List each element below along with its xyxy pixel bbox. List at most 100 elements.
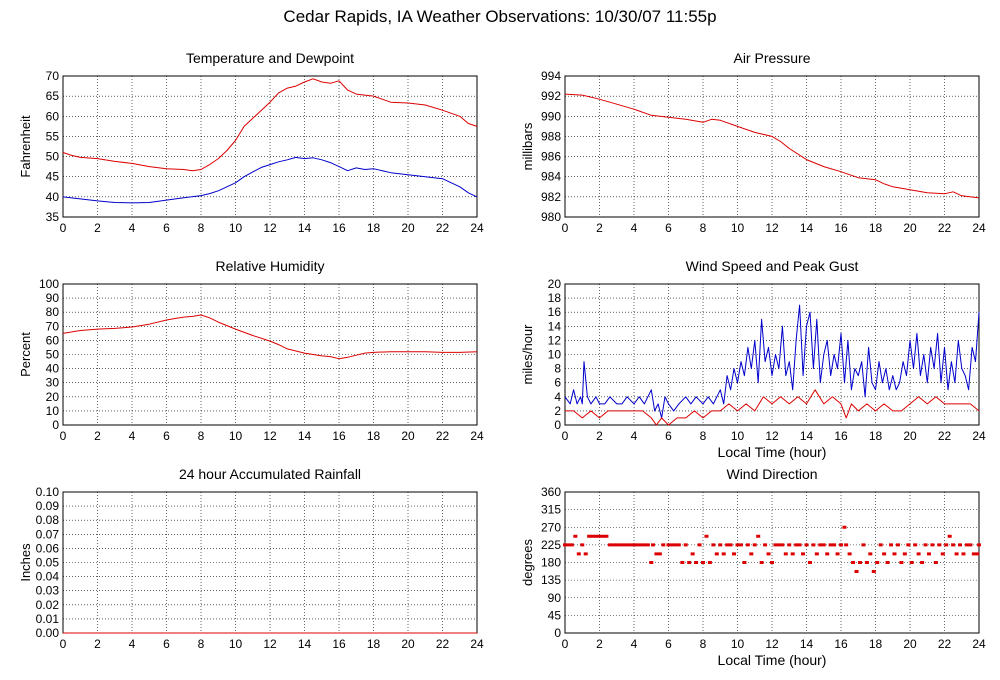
x-tick-label: 10 xyxy=(229,637,243,651)
data-point xyxy=(902,552,907,556)
data-point xyxy=(926,552,931,556)
x-tick-label: 14 xyxy=(800,429,814,443)
y-tick-label: 2 xyxy=(554,404,561,418)
data-point xyxy=(930,543,935,547)
pressure-chart: 0 2 4 6 8 10 12 14 16 18 20 22 249809829849869889909… xyxy=(520,50,986,235)
x-tick-label: 10 xyxy=(731,637,745,651)
data-point xyxy=(906,543,911,547)
x-tick-label: 6 xyxy=(163,637,170,651)
y-tick-label: 100 xyxy=(39,277,59,291)
data-point xyxy=(825,552,830,556)
data-point xyxy=(759,561,764,564)
y-tick-label: 60 xyxy=(46,333,60,347)
data-point xyxy=(576,552,581,556)
x-tick-label: 4 xyxy=(129,429,136,443)
data-point xyxy=(594,534,599,538)
y-tick-label: 6 xyxy=(554,376,561,390)
y-tick-label: 0.07 xyxy=(36,527,60,541)
y-tick-label: 992 xyxy=(541,89,561,103)
y-axis-label: miles/hour xyxy=(520,324,535,385)
data-point xyxy=(752,543,757,547)
data-point xyxy=(807,561,812,564)
x-tick-label: 20 xyxy=(401,429,415,443)
data-point xyxy=(666,543,671,547)
data-point xyxy=(885,561,890,564)
data-point xyxy=(909,561,914,564)
y-tick-label: 60 xyxy=(46,109,60,123)
data-point xyxy=(882,552,887,556)
y-tick-label: 18 xyxy=(548,291,562,305)
data-point xyxy=(794,543,799,547)
direction-chart: 0 2 4 6 8 10 12 14 16 18 20 22 240459013518022527031… xyxy=(520,466,986,668)
data-point xyxy=(642,543,647,547)
x-tick-label: 6 xyxy=(665,429,672,443)
data-point xyxy=(632,543,636,547)
data-point xyxy=(971,552,976,556)
data-point xyxy=(783,552,788,556)
y-tick-label: 135 xyxy=(541,573,561,587)
x-tick-label: 18 xyxy=(869,221,883,235)
data-point xyxy=(714,552,719,556)
y-tick-label: 65 xyxy=(46,89,60,103)
y-tick-label: 0.02 xyxy=(36,598,60,612)
data-point xyxy=(940,552,945,556)
data-point xyxy=(868,552,873,556)
data-point xyxy=(842,525,847,529)
data-point xyxy=(961,552,966,556)
data-point xyxy=(899,561,904,564)
x-tick-label: 18 xyxy=(869,637,883,651)
x-tick-label: 18 xyxy=(367,637,381,651)
y-tick-label: 982 xyxy=(541,190,561,204)
y-tick-label: 0.03 xyxy=(36,584,60,598)
data-point xyxy=(732,552,737,556)
series-line-0 xyxy=(62,78,478,172)
chart-title: 24 hour Accumulated Rainfall xyxy=(179,466,361,482)
y-tick-label: 225 xyxy=(541,538,561,552)
y-axis-label: Inches xyxy=(18,543,33,582)
data-point xyxy=(977,543,981,547)
x-tick-label: 22 xyxy=(938,637,952,651)
data-point xyxy=(625,543,630,547)
y-tick-label: 0.04 xyxy=(36,570,60,584)
x-tick-label: 0 xyxy=(60,637,67,651)
y-tick-label: 315 xyxy=(541,503,561,517)
data-point xyxy=(832,543,837,547)
data-point xyxy=(944,543,949,547)
data-point xyxy=(614,543,619,547)
x-tick-label: 4 xyxy=(129,221,136,235)
data-point xyxy=(814,552,819,556)
x-tick-label: 20 xyxy=(903,221,917,235)
series-line-0 xyxy=(62,314,478,360)
data-point xyxy=(756,534,761,538)
data-point xyxy=(821,543,826,547)
data-point xyxy=(773,543,778,547)
x-tick-label: 12 xyxy=(765,429,779,443)
y-axis-label: millibars xyxy=(520,122,535,170)
humidity-chart: 0 2 4 6 8 10 12 14 16 18 20 22 240102030405060708090… xyxy=(18,258,484,443)
x-tick-label: 2 xyxy=(94,637,101,651)
data-point xyxy=(718,543,723,547)
data-point xyxy=(635,543,640,547)
data-point xyxy=(749,552,754,556)
x-tick-label: 2 xyxy=(596,637,603,651)
x-tick-label: 8 xyxy=(198,637,205,651)
data-point xyxy=(857,561,862,564)
x-tick-label: 16 xyxy=(332,429,346,443)
data-point xyxy=(839,543,843,547)
data-point xyxy=(851,561,856,564)
x-tick-label: 2 xyxy=(596,429,603,443)
x-tick-label: 24 xyxy=(470,637,484,651)
data-point xyxy=(933,561,938,564)
data-point xyxy=(937,543,942,547)
data-point xyxy=(790,552,795,556)
y-tick-label: 0 xyxy=(554,626,561,640)
x-tick-label: 12 xyxy=(263,429,277,443)
x-tick-label: 22 xyxy=(436,637,450,651)
data-point xyxy=(804,543,809,547)
data-point xyxy=(964,543,969,547)
y-tick-label: 180 xyxy=(541,556,561,570)
temp-chart: 0 2 4 6 8 10 12 14 16 18 20 22 243540455055606570Tem… xyxy=(18,50,484,235)
data-point xyxy=(650,543,655,547)
y-tick-label: 50 xyxy=(46,348,60,362)
data-point xyxy=(687,561,692,564)
